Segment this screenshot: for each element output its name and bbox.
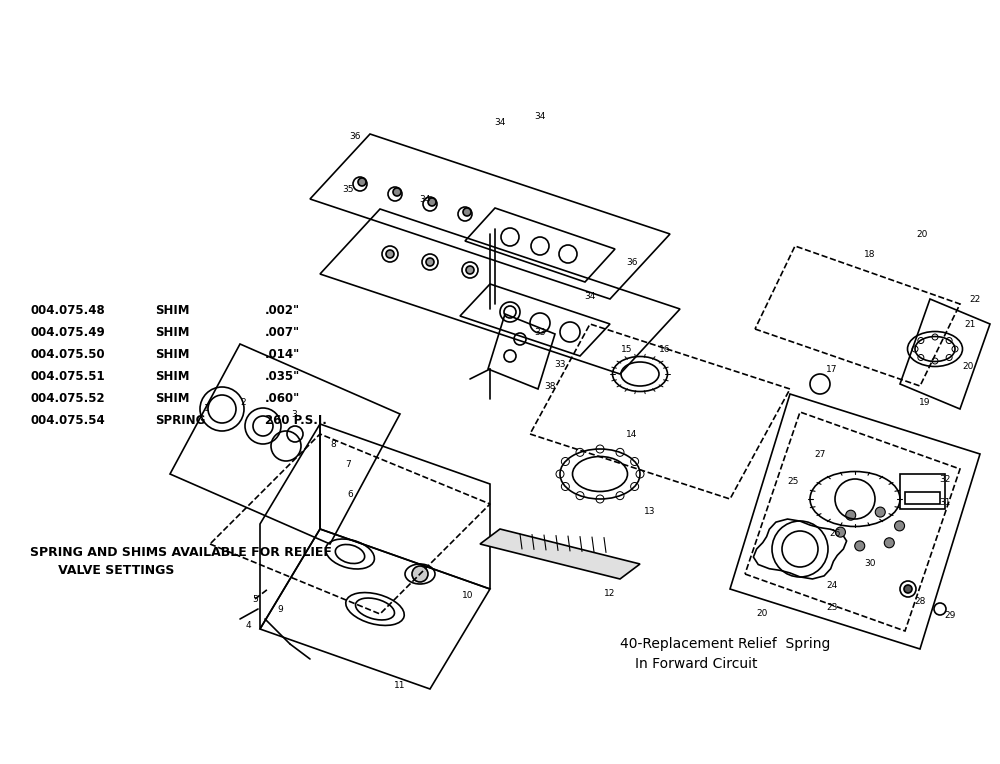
Text: 34: 34 — [584, 292, 596, 300]
Text: 22: 22 — [969, 294, 981, 303]
Text: 3: 3 — [291, 410, 297, 419]
Text: 34: 34 — [534, 112, 546, 121]
Text: 14: 14 — [626, 429, 638, 439]
Text: .060": .060" — [265, 391, 300, 404]
Text: 30: 30 — [864, 559, 876, 568]
Text: 11: 11 — [394, 681, 406, 691]
Text: 31: 31 — [939, 497, 951, 507]
Text: 5: 5 — [252, 594, 258, 604]
Circle shape — [463, 208, 471, 216]
Text: SHIM: SHIM — [155, 370, 190, 383]
Text: 32: 32 — [939, 474, 951, 484]
Text: 33: 33 — [554, 360, 566, 368]
Text: 7: 7 — [345, 459, 351, 468]
Text: SPRING AND SHIMS AVAILABLE FOR RELIEF: SPRING AND SHIMS AVAILABLE FOR RELIEF — [30, 545, 332, 558]
Text: 004.075.52: 004.075.52 — [30, 391, 105, 404]
Circle shape — [466, 266, 474, 274]
Text: 004.075.49: 004.075.49 — [30, 325, 105, 338]
Text: In Forward Circuit: In Forward Circuit — [635, 657, 758, 671]
Circle shape — [386, 250, 394, 258]
Text: 35: 35 — [342, 184, 354, 193]
Text: 8: 8 — [330, 439, 336, 448]
Text: 004.075.50: 004.075.50 — [30, 348, 105, 361]
Text: SHIM: SHIM — [155, 391, 190, 404]
Text: 20: 20 — [916, 229, 928, 238]
Text: 33: 33 — [534, 328, 546, 336]
Text: 20: 20 — [756, 610, 768, 619]
Bar — [900, 474, 945, 509]
Text: VALVE SETTINGS: VALVE SETTINGS — [45, 565, 174, 578]
Text: 4: 4 — [245, 621, 251, 630]
Text: SHIM: SHIM — [155, 325, 190, 338]
Text: 260 P.S.I.: 260 P.S.I. — [265, 413, 327, 426]
Text: 13: 13 — [644, 507, 656, 516]
Polygon shape — [480, 529, 640, 579]
Text: 004.075.51: 004.075.51 — [30, 370, 105, 383]
Bar — [905, 492, 940, 504]
Circle shape — [855, 541, 865, 551]
Text: .014": .014" — [265, 348, 300, 361]
Circle shape — [895, 521, 905, 531]
Text: SHIM: SHIM — [155, 303, 190, 316]
Text: SPRING: SPRING — [155, 413, 205, 426]
Circle shape — [428, 198, 436, 206]
Circle shape — [426, 258, 434, 266]
Circle shape — [846, 510, 856, 520]
Text: 004.075.54: 004.075.54 — [30, 413, 105, 426]
Text: 38: 38 — [544, 381, 556, 390]
Text: 17: 17 — [826, 364, 838, 374]
Text: 24: 24 — [826, 581, 838, 591]
Text: 19: 19 — [919, 397, 931, 406]
Text: 12: 12 — [604, 590, 616, 598]
Text: .035": .035" — [265, 370, 300, 383]
Text: 36: 36 — [626, 257, 638, 267]
Text: 9: 9 — [277, 604, 283, 613]
Circle shape — [412, 566, 428, 582]
Text: 23: 23 — [826, 603, 838, 611]
Text: SHIM: SHIM — [155, 348, 190, 361]
Text: 40-Replacement Relief  Spring: 40-Replacement Relief Spring — [620, 637, 830, 651]
Text: 1: 1 — [204, 403, 210, 413]
Circle shape — [904, 585, 912, 593]
Text: 20: 20 — [962, 361, 974, 371]
Text: .007": .007" — [265, 325, 300, 338]
Text: 25: 25 — [787, 477, 799, 485]
Text: 27: 27 — [814, 449, 826, 458]
Circle shape — [835, 527, 845, 537]
Text: 26: 26 — [829, 529, 841, 539]
Circle shape — [875, 507, 885, 517]
Text: 29: 29 — [944, 611, 956, 620]
Text: 2: 2 — [240, 397, 246, 406]
Text: 15: 15 — [621, 345, 633, 354]
Text: 10: 10 — [462, 591, 474, 601]
Text: 36: 36 — [349, 131, 361, 141]
Text: 28: 28 — [914, 597, 926, 606]
Text: .002": .002" — [265, 303, 300, 316]
Circle shape — [393, 188, 401, 196]
Circle shape — [884, 538, 894, 548]
Text: 34: 34 — [419, 195, 431, 203]
Circle shape — [358, 178, 366, 186]
Text: 21: 21 — [964, 319, 976, 329]
Text: 6: 6 — [347, 490, 353, 498]
Text: 16: 16 — [659, 345, 671, 354]
Text: 18: 18 — [864, 250, 876, 258]
Text: 004.075.48: 004.075.48 — [30, 303, 105, 316]
Text: 34: 34 — [494, 118, 506, 127]
